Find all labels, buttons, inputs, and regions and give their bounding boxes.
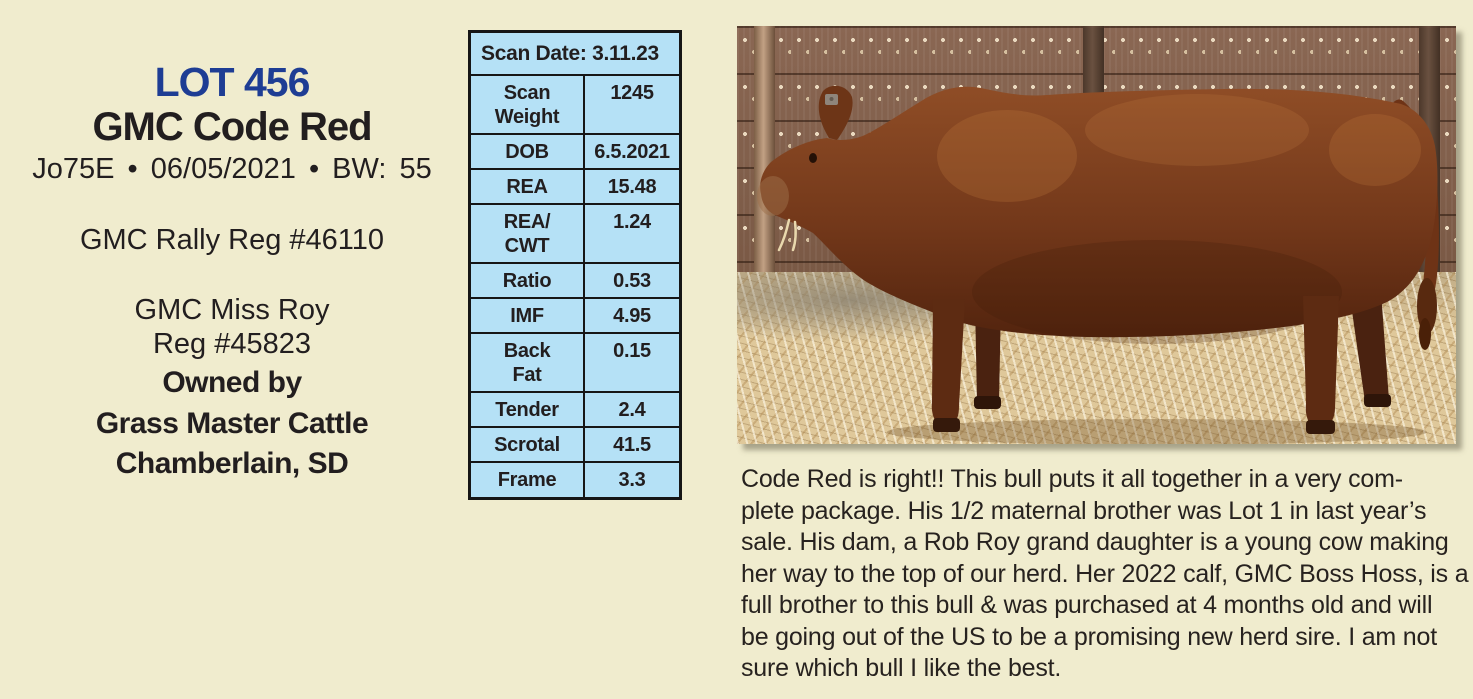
lot-number: LOT 456 xyxy=(154,59,311,105)
row-value: 41.5 xyxy=(613,434,651,456)
bull-photo xyxy=(737,26,1456,444)
table-row: IMF 4.95 xyxy=(471,299,679,334)
description-paragraph: Code Red is right!! This bull puts it al… xyxy=(741,464,1471,685)
row-label: Frame xyxy=(471,463,585,497)
scan-date-header: Scan Date: 3.11.23 xyxy=(471,33,679,76)
row-value: 1.24 xyxy=(613,211,651,233)
owner-location: Chamberlain, SD xyxy=(115,447,349,480)
lot-info-panel: LOT 456 GMC Code Red Jo75E • 06/05/2021 … xyxy=(12,60,452,485)
dam-block: GMC Miss Roy Reg #45823 xyxy=(12,293,452,361)
row-label: DOB xyxy=(471,135,585,168)
row-value: 2.4 xyxy=(618,399,646,421)
dam-registration: Reg #45823 xyxy=(152,328,312,360)
animal-name: GMC Code Red xyxy=(92,105,372,149)
row-label: Scrotal xyxy=(471,428,585,461)
row-label: Ratio xyxy=(471,264,585,297)
description-line: sure which bull I like the best. xyxy=(741,654,1062,682)
bull-illustration xyxy=(757,85,1439,444)
row-value: 3.3 xyxy=(618,469,646,491)
description-line: plete package. His 1/2 maternal brother … xyxy=(741,496,1427,525)
row-value: 0.15 xyxy=(613,340,651,362)
table-row: Scrotal 41.5 xyxy=(471,428,679,463)
description-line: full brother to this bull & was purchase… xyxy=(741,591,1433,619)
row-value: 15.48 xyxy=(607,176,657,198)
scan-data-table: Scan Date: 3.11.23 Scan Weight 1245 DOB … xyxy=(468,30,682,500)
row-label: Tender xyxy=(471,393,585,426)
table-row: DOB 6.5.2021 xyxy=(471,135,679,170)
row-value: 0.53 xyxy=(613,270,651,292)
table-row: Tender 2.4 xyxy=(471,393,679,428)
row-label: IMF xyxy=(471,299,585,332)
sire-registration: GMC Rally Reg #46110 xyxy=(79,224,385,256)
owned-by-label: Owned by xyxy=(162,366,302,399)
row-value: 4.95 xyxy=(613,305,651,327)
row-label: Back Fat xyxy=(471,334,585,391)
row-value: 6.5.2021 xyxy=(594,141,670,163)
table-row: Back Fat 0.15 xyxy=(471,334,679,393)
row-value: 1245 xyxy=(610,82,654,104)
description-line: be going out of the US to be a promising… xyxy=(741,622,1437,651)
row-label: REA xyxy=(471,170,585,203)
tattoo-dob-bw-line: Jo75E • 06/05/2021 • BW: 55 xyxy=(32,153,432,185)
table-row: REA 15.48 xyxy=(471,170,679,205)
table-row: Frame 3.3 xyxy=(471,463,679,497)
owner-block: Owned by Grass Master Cattle Chamberlain… xyxy=(12,363,452,485)
row-label: Scan Weight xyxy=(471,76,585,133)
table-row: Scan Weight 1245 xyxy=(471,76,679,135)
row-label: REA/ CWT xyxy=(471,205,585,262)
table-row: Ratio 0.53 xyxy=(471,264,679,299)
description-line: her way to the top of our herd. Her 2022… xyxy=(741,559,1469,588)
dam-name: GMC Miss Roy xyxy=(134,294,330,326)
owner-name: Grass Master Cattle xyxy=(95,406,369,440)
description-line: sale. His dam, a Rob Roy grand daughter … xyxy=(741,528,1449,556)
table-row: REA/ CWT 1.24 xyxy=(471,205,679,264)
description-line: Code Red is right!! This bull puts it al… xyxy=(741,465,1403,493)
